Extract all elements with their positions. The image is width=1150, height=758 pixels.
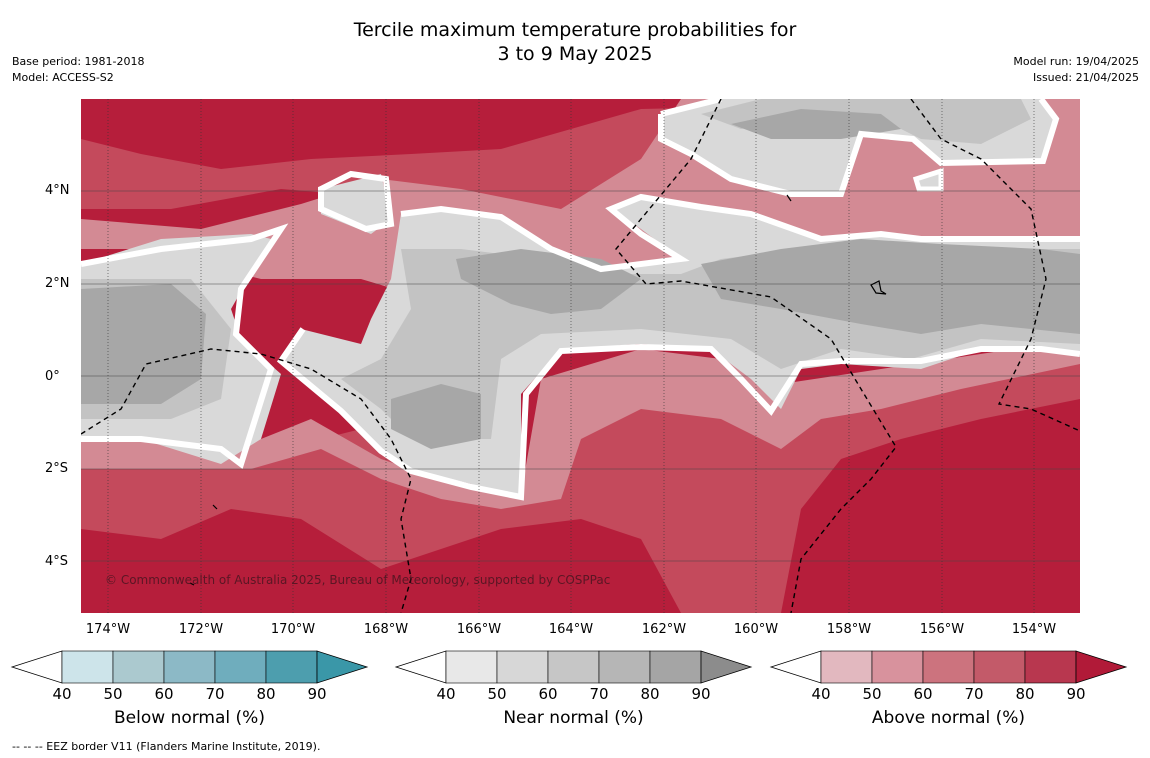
near-dark-south	[391, 384, 481, 449]
issued-date: Issued: 21/04/2025	[1032, 71, 1139, 84]
lon-label: 156°W	[919, 622, 965, 637]
lon-label: 172°W	[178, 622, 224, 637]
small-near-patch	[912, 167, 944, 192]
base-period: Base period: 1981-2018	[12, 55, 145, 68]
lon-label: 166°W	[456, 622, 502, 637]
below-colorbar-segment	[214, 650, 267, 684]
above-colorbar-segment	[973, 650, 1026, 684]
near-normal-colorbar	[394, 650, 753, 684]
below-colorbar-segment	[163, 650, 216, 684]
below-colorbar-tick: 50	[103, 685, 123, 703]
near-colorbar-tick: 90	[691, 685, 711, 703]
lon-label: 164°W	[548, 622, 594, 637]
eez-borders	[81, 99, 1080, 613]
run-info: Model run: 19/04/2025 Issued: 21/04/2025	[1013, 54, 1139, 86]
below-colorbar-tick: 40	[52, 685, 72, 703]
near-colorbar-max-extend	[700, 650, 753, 684]
near-colorbar-tick: 80	[640, 685, 660, 703]
near-colorbar-tick: 40	[436, 685, 456, 703]
lat-label-0: 0°	[45, 369, 60, 384]
boundary-northeast	[658, 99, 1060, 197]
lon-label: 168°W	[363, 622, 409, 637]
lat-label-4n: 4°N	[45, 183, 70, 198]
near-colorbar-segment	[496, 650, 549, 684]
above-colorbar-segment	[871, 650, 924, 684]
near-colorbar-tick: 50	[487, 685, 507, 703]
boundary-central-south	[276, 327, 1080, 501]
above-colorbar-tick: 90	[1066, 685, 1086, 703]
below-colorbar-tick: 70	[205, 685, 225, 703]
above-colorbar-segment	[1024, 650, 1077, 684]
near-colorbar-min-extend	[394, 650, 447, 684]
model-info: Base period: 1981-2018 Model: ACCESS-S2	[12, 54, 144, 86]
lat-label-2n: 2°N	[45, 276, 70, 291]
near-colorbar-segment	[445, 650, 498, 684]
above-normal-colorbar	[769, 650, 1128, 684]
near-colorbar-segment	[598, 650, 651, 684]
model-name: Model: ACCESS-S2	[12, 71, 114, 84]
lat-label-2s: 2°S	[45, 461, 69, 476]
below-colorbar-max-extend	[316, 650, 369, 684]
below-colorbar-tick: 80	[256, 685, 276, 703]
boundary-west	[81, 223, 289, 469]
above-colorbar-tick: 70	[964, 685, 984, 703]
near-dark-west	[81, 284, 206, 404]
below-colorbar-segment	[61, 650, 114, 684]
above-colorbar-min-extend	[769, 650, 822, 684]
above-colorbar-tick: 50	[862, 685, 882, 703]
eez-note: -- -- -- EEZ border V11 (Flanders Marine…	[12, 740, 321, 753]
below-normal-title: Below normal (%)	[114, 708, 265, 728]
map-canvas	[81, 99, 1080, 613]
below-colorbar-tick: 60	[154, 685, 174, 703]
below-colorbar-tick: 90	[307, 685, 327, 703]
latitude-lines	[81, 190, 1080, 562]
below-colorbar-segment	[112, 650, 165, 684]
boundary-north-patch	[318, 170, 395, 233]
map-title: Tercile maximum temperature probabilitie…	[0, 18, 1150, 66]
lon-label: 160°W	[733, 622, 779, 637]
above-colorbar-segment	[820, 650, 873, 684]
above-colorbar-tick: 80	[1015, 685, 1035, 703]
lon-label: 174°W	[85, 622, 131, 637]
lon-label: 154°W	[1011, 622, 1057, 637]
lon-label: 170°W	[270, 622, 316, 637]
near-colorbar-segment	[547, 650, 600, 684]
lon-label: 162°W	[641, 622, 687, 637]
below-normal-colorbar	[10, 650, 369, 684]
boundary-central-north	[400, 193, 1080, 273]
title-line-1: Tercile maximum temperature probabilitie…	[353, 19, 797, 41]
probability-map: © Commonwealth of Australia 2025, Bureau…	[81, 99, 1080, 613]
below-colorbar-segment	[265, 650, 318, 684]
lon-label: 158°W	[826, 622, 872, 637]
lat-label-4s: 4°S	[45, 554, 69, 569]
near-colorbar-segment	[649, 650, 702, 684]
above-colorbar-tick: 40	[811, 685, 831, 703]
islands	[189, 194, 887, 586]
near-normal-title: Near normal (%)	[503, 708, 644, 728]
above-light-south	[81, 339, 1080, 509]
above-colorbar-max-extend	[1075, 650, 1128, 684]
below-colorbar-min-extend	[10, 650, 63, 684]
model-run: Model run: 19/04/2025	[1013, 55, 1139, 68]
near-colorbar-tick: 70	[589, 685, 609, 703]
near-mid-northeast	[701, 99, 1031, 144]
near-dark-northeast	[731, 109, 901, 139]
near-dark-east	[701, 239, 1080, 334]
above-normal-title: Above normal (%)	[871, 708, 1026, 728]
above-colorbar-segment	[922, 650, 975, 684]
above-colorbar-tick: 60	[913, 685, 933, 703]
copyright-notice: © Commonwealth of Australia 2025, Bureau…	[105, 573, 611, 587]
title-line-2: 3 to 9 May 2025	[497, 43, 653, 65]
near-colorbar-tick: 60	[538, 685, 558, 703]
